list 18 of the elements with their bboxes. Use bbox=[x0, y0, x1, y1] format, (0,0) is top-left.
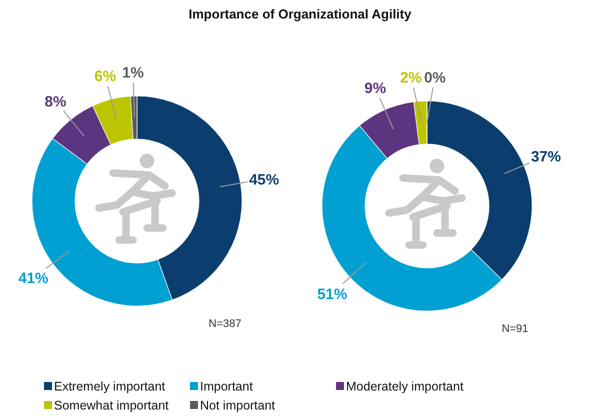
data-label: 9% bbox=[364, 80, 386, 98]
text: N=91 bbox=[502, 322, 528, 335]
data-label: 1% bbox=[122, 64, 144, 82]
data-label: 37% bbox=[530, 148, 561, 166]
chart-title: Importance of Organizational Agility bbox=[188, 6, 412, 22]
legend-label: Extremely important bbox=[54, 379, 166, 394]
text: 0% bbox=[424, 69, 446, 86]
data-label: 6% bbox=[94, 68, 116, 86]
data-label: 51% bbox=[317, 286, 348, 303]
data-label: 2% bbox=[400, 70, 422, 87]
data-label: 41% bbox=[18, 270, 48, 288]
legend-label: Somewhat important bbox=[54, 398, 170, 412]
data-label: 45% bbox=[249, 171, 280, 188]
legend-label: Important bbox=[200, 379, 254, 394]
text: N=387 bbox=[208, 318, 242, 330]
legend-label: Not important bbox=[200, 398, 276, 412]
legend-label: Moderately important bbox=[346, 379, 464, 394]
data-label: 8% bbox=[44, 93, 66, 110]
